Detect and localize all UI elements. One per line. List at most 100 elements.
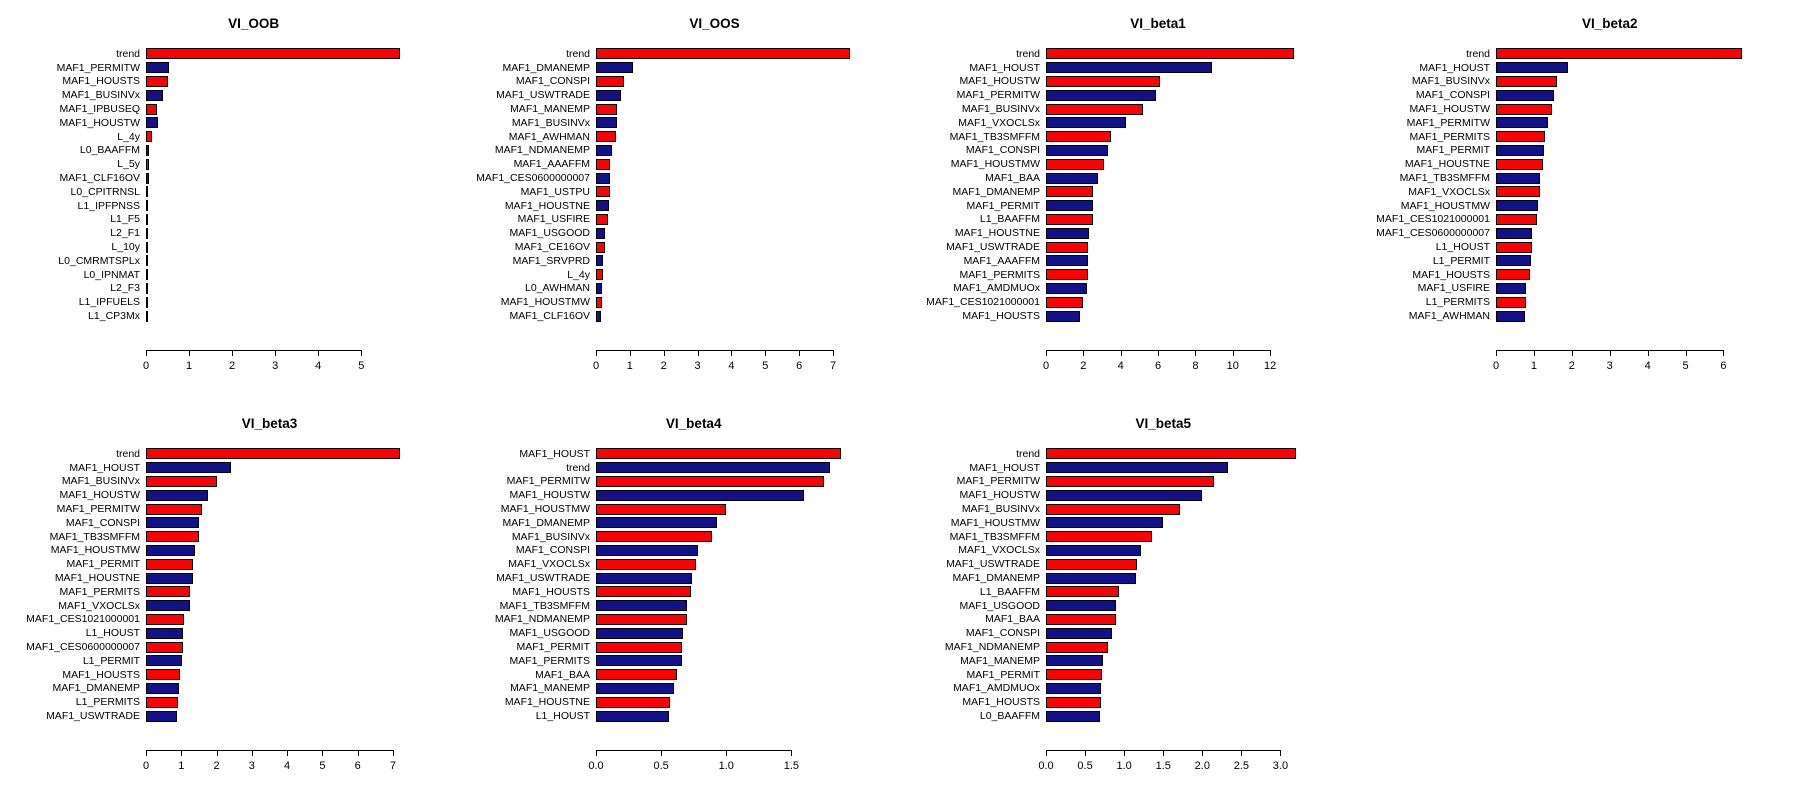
bar: [146, 89, 163, 101]
bar: [146, 269, 148, 281]
bar-label: MAF1_PERMITS: [959, 268, 1040, 281]
bar: [1496, 131, 1545, 143]
bar-row: MAF1_CES1021000001: [0, 613, 400, 627]
bar-label: L1_CP3Mx: [88, 310, 140, 323]
bar-row: MAF1_NDMANEMP: [450, 144, 850, 158]
chart-VI_beta5: VI_beta5 trend MAF1_HOUST MAF1_PERMITW MAF1_…: [900, 400, 1350, 800]
bar-label: L2_F1: [110, 227, 140, 240]
bar: [1046, 131, 1112, 143]
bar-row: L0_CPITRNSL: [0, 185, 400, 199]
bar: [146, 489, 209, 501]
x-axis-tick: [833, 350, 835, 356]
bar-row: L1_HOUST: [0, 626, 400, 640]
bar-label: MAF1_PERMIT: [66, 558, 140, 571]
bar: [146, 213, 148, 225]
x-axis-tick-label: 4: [284, 760, 291, 772]
x-axis: [146, 750, 393, 751]
bar: [1046, 310, 1080, 322]
bar: [1496, 296, 1526, 308]
bar-label: MAF1_DMANEMP: [502, 61, 590, 74]
bar-label: MAF1_VXOCLSx: [1408, 185, 1490, 198]
bar-row: MAF1_CES1021000001: [1350, 213, 1742, 227]
bar-row: L1_PERMIT: [0, 654, 400, 668]
bar: [1496, 158, 1544, 170]
x-axis-tick: [287, 750, 289, 756]
bar-label: MAF1_HOUSTW: [59, 489, 140, 502]
bar-label: MAF1_USFIRE: [517, 213, 590, 226]
bar-row: MAF1_MANEMP: [900, 654, 1296, 668]
bar-row: MAF1_HOUSTW: [1350, 102, 1742, 116]
bar-label: MAF1_HOUSTS: [62, 75, 140, 88]
bar: [596, 48, 850, 60]
bar-label: MAF1_PERMITW: [56, 503, 140, 516]
bar: [596, 489, 805, 501]
bar: [596, 186, 610, 198]
bar-row: L1_HOUST: [450, 709, 841, 723]
bar-row: MAF1_BAA: [450, 668, 841, 682]
x-axis-tick-label: 0: [142, 360, 150, 372]
x-axis-tick-label: 2.5: [1233, 760, 1250, 772]
x-axis: [596, 750, 792, 751]
bar-label: MAF1_HOUSTS: [1412, 268, 1490, 281]
bar-row: MAF1_AMDMUOx: [900, 282, 1294, 296]
bar-row: MAF1_CONSPI: [1350, 88, 1742, 102]
bar-label: MAF1_BUSINVx: [961, 503, 1040, 516]
bar-label: MAF1_CES1021000001: [1376, 213, 1490, 226]
bar: [1046, 241, 1089, 253]
bar-row: trend: [450, 47, 850, 61]
bar-row: MAF1_CE16OV: [450, 240, 850, 254]
bar: [1496, 62, 1569, 74]
bar-label: trend: [1016, 447, 1040, 460]
bar-row: MAF1_USWTRADE: [900, 557, 1296, 571]
x-axis-tick-label: 3: [1606, 360, 1613, 372]
bar-row: MAF1_MANEMP: [450, 102, 850, 116]
bar-label: L_5y: [117, 158, 140, 171]
bar: [596, 544, 698, 556]
bar: [1046, 696, 1101, 708]
bar-row: MAF1_CES0600000007: [450, 171, 850, 185]
x-axis-tick: [596, 750, 597, 756]
bar-label: L1_HOUST: [1435, 241, 1490, 254]
x-axis-tick: [1571, 350, 1573, 356]
bar-label: MAF1_HOUSTNE: [504, 696, 590, 709]
bar-row: MAF1_USWTRADE: [0, 709, 400, 723]
bar-label: MAF1_TB3SMFFM: [949, 530, 1040, 543]
bar: [1046, 669, 1103, 681]
x-axis-tick-label: 0.0: [588, 760, 604, 772]
bar-row: MAF1_TB3SMFFM: [450, 599, 841, 613]
bar: [1046, 655, 1104, 667]
bar-row: MAF1_BAA: [900, 613, 1296, 627]
bar-row: L0_BAAFFM: [900, 709, 1296, 723]
bar-label: MAF1_PERMIT: [966, 199, 1040, 212]
bar: [596, 158, 610, 170]
x-axis-tick-label: 8: [1192, 360, 1199, 372]
bar-label: MAF1_HOUSTW: [509, 489, 590, 502]
bar-row: trend: [450, 461, 841, 475]
x-axis-tick: [216, 750, 218, 756]
bar-row: MAF1_MANEMP: [450, 682, 841, 696]
bar-label: MAF1_BUSINVx: [1411, 75, 1490, 88]
bar-label: MAF1_HOUSTMW: [500, 296, 590, 309]
bar-label: MAF1_HOUSTS: [62, 668, 140, 681]
bar-row: trend: [900, 447, 1297, 461]
bar: [146, 158, 149, 170]
bar-row: MAF1_HOUST: [450, 447, 841, 461]
bar-label: L1_BAAFFM: [979, 213, 1040, 226]
x-axis-tick-label: 0: [1492, 360, 1500, 372]
bar-label: L0_BAAFFM: [979, 710, 1040, 723]
bar-row: L_4y: [450, 268, 850, 282]
bar-row: L1_PERMITS: [0, 695, 400, 709]
bar-label: MAF1_PERMIT: [516, 641, 590, 654]
x-axis-tick: [1085, 750, 1087, 756]
bar-row: MAF1_VXOCLSx: [0, 599, 400, 613]
x-axis-tick-label: 1.0: [1116, 760, 1132, 772]
bar-row: MAF1_USGOOD: [450, 226, 850, 240]
bar: [146, 103, 157, 115]
bar-label: L1_BAAFFM: [979, 585, 1040, 598]
bar-row: MAF1_BUSINVx: [1350, 75, 1742, 89]
bar: [596, 103, 617, 115]
x-axis-tick: [1046, 350, 1047, 356]
bar-row: MAF1_USWTRADE: [450, 88, 850, 102]
bar-row: L1_HOUST: [1350, 240, 1742, 254]
